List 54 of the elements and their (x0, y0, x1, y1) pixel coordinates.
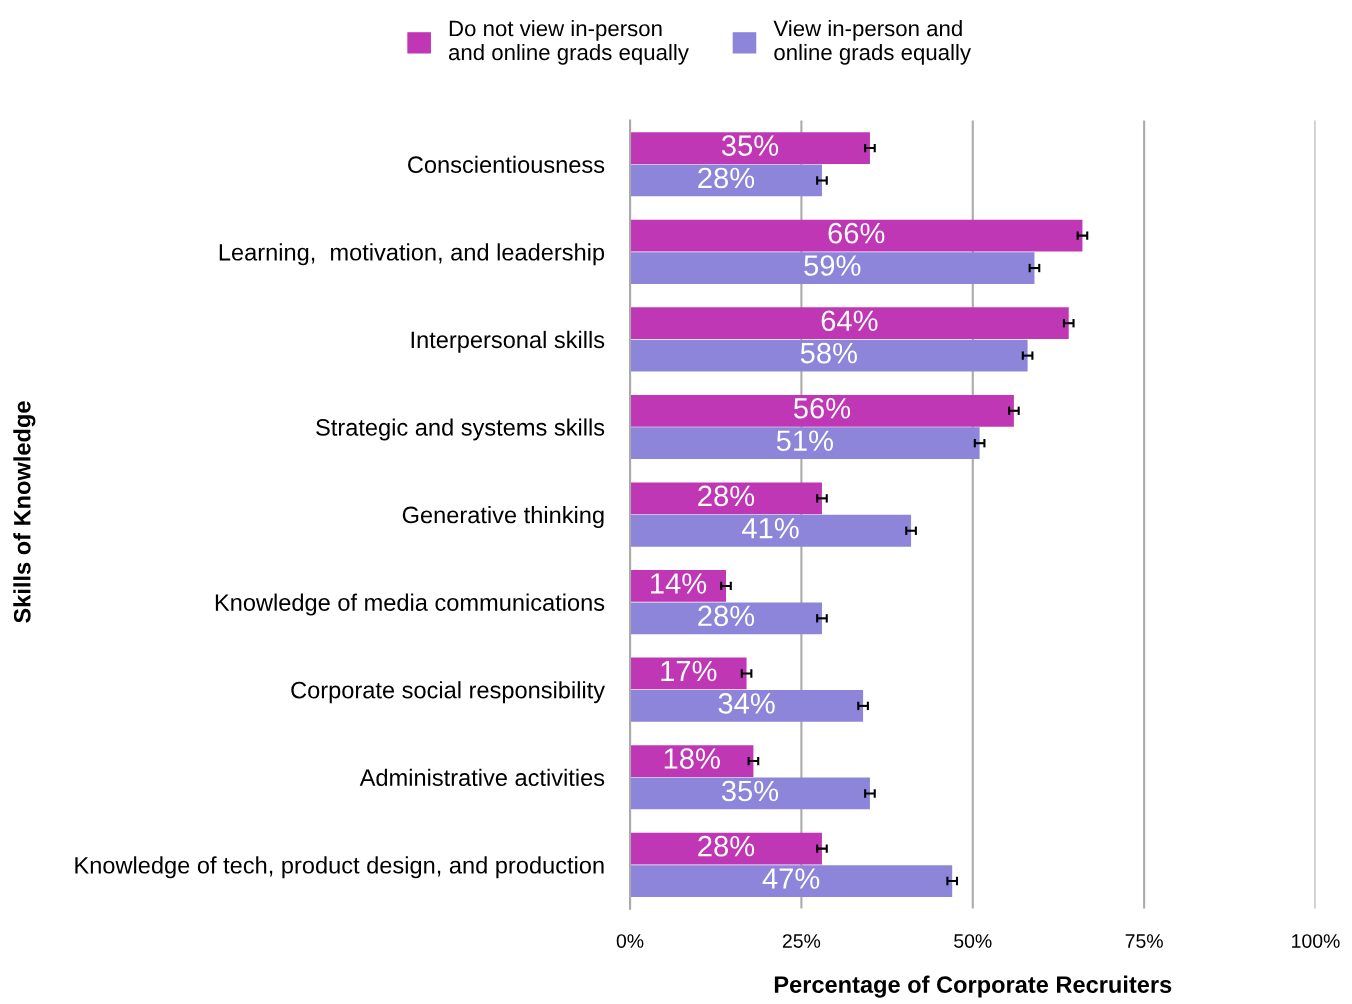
legend-label: View in-person and online grads equally (773, 20, 971, 65)
data-label: 66% (828, 222, 885, 244)
x-axis-title: Percentage of Corporate Recruiters (774, 975, 1172, 998)
y-axis-title: Skills of Knowledge (13, 401, 36, 623)
data-label: 47% (762, 868, 820, 889)
bar (630, 865, 953, 897)
data-label: 28% (698, 167, 755, 189)
data-label: 58% (800, 342, 857, 364)
data-label: 18% (664, 748, 720, 769)
bar (630, 777, 870, 810)
data-label: 51% (776, 430, 833, 452)
bar (630, 657, 747, 690)
data-label: 41% (742, 518, 799, 539)
x-tick-label: 100% (1292, 934, 1340, 948)
bar (630, 164, 822, 197)
data-label: 28% (698, 485, 755, 507)
bar (630, 514, 912, 547)
x-tick-label: 25% (782, 934, 821, 948)
data-label: 59% (804, 255, 861, 276)
y-tick-label: Generative thinking (402, 505, 604, 528)
bar (630, 307, 1069, 340)
data-label: 14% (651, 573, 707, 594)
x-tick-label: 75% (1125, 934, 1163, 948)
y-tick-label: Learning, motivation, and leadership (219, 243, 605, 266)
bar (630, 690, 864, 722)
bar (630, 832, 822, 865)
bar (630, 482, 822, 515)
data-label: 34% (718, 693, 775, 714)
bar (630, 219, 1083, 252)
data-label: 17% (661, 660, 717, 682)
bar (630, 602, 822, 635)
data-label: 64% (821, 310, 878, 332)
y-tick-label: Administrative activities (359, 768, 605, 787)
bar (630, 394, 1014, 427)
bar (630, 570, 726, 602)
y-tick-label: Strategic and systems skills (316, 418, 605, 441)
y-tick-label: Knowledge of tech, product design, and production (75, 856, 604, 879)
y-tick-label: Interpersonal skills (411, 330, 605, 353)
bar (630, 745, 754, 777)
data-label: 28% (698, 835, 755, 857)
bar (630, 427, 980, 460)
y-tick-label: Conscientiousness (408, 155, 605, 174)
bar (630, 252, 1035, 284)
y-tick-label: Corporate social responsibility (291, 681, 606, 704)
x-tick-label: 0% (616, 934, 644, 948)
data-label: 56% (793, 397, 851, 419)
bar (630, 339, 1028, 372)
x-tick-label: 50% (954, 934, 992, 948)
data-label: 35% (721, 135, 779, 156)
legend-label: Do not view in-person and online grads equally (448, 20, 689, 65)
data-label: 35% (721, 780, 779, 802)
y-tick-label: Knowledge of media communications (215, 593, 605, 616)
data-label: 28% (698, 605, 755, 627)
bar (630, 132, 870, 164)
